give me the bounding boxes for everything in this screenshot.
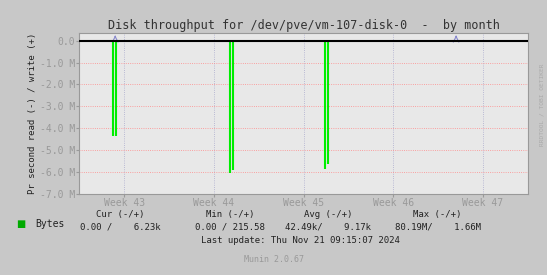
Text: Bytes: Bytes	[36, 219, 65, 229]
Text: 42.49k/    9.17k: 42.49k/ 9.17k	[285, 222, 371, 231]
Text: RRDTOOL / TOBI OETIKER: RRDTOOL / TOBI OETIKER	[539, 63, 544, 146]
Text: 80.19M/    1.66M: 80.19M/ 1.66M	[394, 222, 481, 231]
Text: ■: ■	[16, 219, 26, 229]
Text: Avg (-/+): Avg (-/+)	[304, 210, 352, 219]
Y-axis label: Pr second read (-) / write (+): Pr second read (-) / write (+)	[28, 33, 37, 194]
Text: Last update: Thu Nov 21 09:15:07 2024: Last update: Thu Nov 21 09:15:07 2024	[201, 236, 400, 245]
Text: Max (-/+): Max (-/+)	[414, 210, 462, 219]
Text: 0.00 / 215.58: 0.00 / 215.58	[195, 222, 265, 231]
Title: Disk throughput for /dev/pve/vm-107-disk-0  -  by month: Disk throughput for /dev/pve/vm-107-disk…	[108, 19, 499, 32]
Text: Munin 2.0.67: Munin 2.0.67	[243, 255, 304, 264]
Text: 0.00 /    6.23k: 0.00 / 6.23k	[80, 222, 161, 231]
Text: Min (-/+): Min (-/+)	[206, 210, 254, 219]
Text: Cur (-/+): Cur (-/+)	[96, 210, 144, 219]
